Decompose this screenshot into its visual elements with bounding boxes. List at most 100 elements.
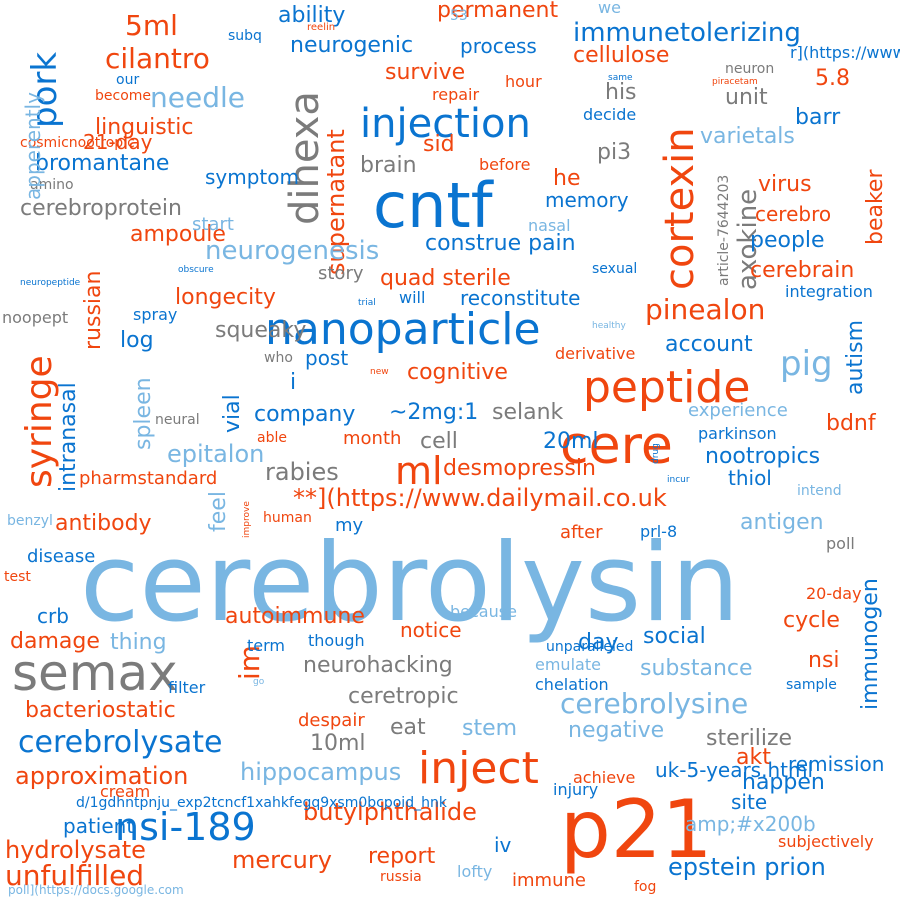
cloud-word-7-inject: inject xyxy=(418,743,539,794)
cloud-word-146-new: new xyxy=(370,367,389,377)
cloud-word-151-story: story xyxy=(318,263,364,284)
cloud-word-126-crb: crb xyxy=(37,604,69,628)
cloud-word-132-pharmstandard: pharmstandard xyxy=(79,468,218,489)
cloud-word-160-cosmicnootropic: cosmicnootropic xyxy=(20,135,135,151)
cloud-word-136-month: month xyxy=(343,428,402,449)
cloud-word-4-nanoparticle: nanoparticle xyxy=(265,304,541,355)
cloud-word-27-immunetolerizing: immunetolerizing xyxy=(573,18,801,48)
cloud-word-169-piracetam: piracetam xyxy=(712,77,758,87)
cloud-word-177-neuropeptide: neuropeptide xyxy=(20,278,81,288)
cloud-word-64-process: process xyxy=(460,34,537,58)
cloud-word-47-ceretropic: ceretropic xyxy=(348,684,459,709)
cloud-word-35-cerebroprotein: cerebroprotein xyxy=(20,196,182,221)
cloud-word-83-parkinson: parkinson xyxy=(698,424,777,443)
cloud-word-81-bdnf: bdnf xyxy=(826,411,876,436)
cloud-word-18-needle: needle xyxy=(150,81,245,114)
cloud-word-167-r-https-www-ncbi-nlm-nih-gov: r](https://www.ncbi.nlm.nih.gov xyxy=(790,43,900,62)
cloud-word-147-squeaky: squeaky xyxy=(215,318,307,343)
cloud-word-36-neurohacking: neurohacking xyxy=(303,653,453,678)
cloud-word-103-amp-x200b: amp;#x200b xyxy=(685,812,816,836)
cloud-word-162-our: our xyxy=(116,72,140,88)
cloud-word-31-approximation: approximation xyxy=(15,762,189,790)
cloud-word-73-sid: sid xyxy=(423,132,455,157)
cloud-word-121-term: term xyxy=(247,636,285,655)
cloud-word-114-cream: cream xyxy=(100,782,151,801)
cloud-word-99-social: social xyxy=(643,624,706,649)
cloud-word-140-2mg-1: ~2mg:1 xyxy=(389,400,479,425)
cloud-word-188-achieve: achieve xyxy=(573,768,636,787)
cloud-word-66-brain: brain xyxy=(360,153,417,178)
cloud-word-155-sexual: sexual xyxy=(592,261,638,277)
cloud-word-20-pinealon: pinealon xyxy=(645,293,766,326)
cloud-word-175-nasal: nasal xyxy=(528,216,571,235)
cloud-word-59-vial: vial xyxy=(220,394,245,433)
cloud-word-157-start: start xyxy=(192,214,234,235)
cloud-word-80-derivative: derivative xyxy=(555,344,636,363)
cloud-word-166-we: we xyxy=(598,0,621,17)
cloud-word-96-sterilize: sterilize xyxy=(706,726,793,751)
cloud-word-108-immune: immune xyxy=(512,870,586,891)
cloud-word-118-stem: stem xyxy=(462,716,518,741)
cloud-word-106-iv: iv xyxy=(494,833,512,857)
cloud-word-63-survive: survive xyxy=(385,60,466,85)
cloud-word-71-his: his xyxy=(605,80,637,105)
cloud-word-67-varietals: varietals xyxy=(700,124,795,149)
cloud-word-174-before: before xyxy=(479,155,531,174)
cloud-word-120-filter: filter xyxy=(168,678,206,697)
cloud-word-60-feel: feel xyxy=(206,491,231,532)
cloud-word-110-russia: russia xyxy=(380,869,422,885)
cloud-word-165-reelin: reelin xyxy=(307,22,336,33)
cloud-word-17-cerebrolysine: cerebrolysine xyxy=(560,687,749,720)
cloud-word-112-poll-https-docs-google-com: poll](https://docs.google.com xyxy=(8,883,184,897)
cloud-word-117-eat: eat xyxy=(390,715,426,740)
cloud-word-153-trial: trial xyxy=(358,298,376,308)
cloud-word-77-people: people xyxy=(750,228,825,253)
cloud-word-39-cerebrain: cerebrain xyxy=(750,258,855,283)
cloud-word-37-bacteriostatic: bacteriostatic xyxy=(25,698,176,723)
cloud-word-183-incur: incur xyxy=(667,475,690,485)
cloud-word-179-apperently: apperently xyxy=(21,92,45,200)
cloud-word-102-emulate: emulate xyxy=(535,655,601,674)
cloud-word-123-thing: thing xyxy=(110,630,167,655)
cloud-word-181-improve: improve xyxy=(242,501,252,538)
cloud-word-170-same: same xyxy=(608,73,633,83)
cloud-word-16-unfulfilled: unfulfilled xyxy=(5,859,145,892)
cloud-word-138-neural: neural xyxy=(155,412,200,428)
cloud-word-159-amino: amino xyxy=(30,177,74,193)
cloud-word-9-dihexa: dihexa xyxy=(282,91,328,225)
cloud-word-127-disease: disease xyxy=(27,546,96,567)
cloud-word-50-antibody: antibody xyxy=(55,511,152,536)
cloud-word-186-unparalleled: unparalleled xyxy=(546,639,634,655)
cloud-word-8-injection: injection xyxy=(360,101,531,147)
cloud-word-57-intranasal: intranasal xyxy=(56,382,81,492)
cloud-word-189-injury: injury xyxy=(553,780,599,799)
cloud-word-23-5ml: 5ml xyxy=(125,9,178,42)
cloud-word-12-ml: ml xyxy=(395,449,443,493)
cloud-word-182-drug: drug xyxy=(651,443,661,464)
cloud-word-92-sample: sample xyxy=(786,677,837,693)
cloud-word-69-barr: barr xyxy=(795,105,841,130)
cloud-word-111-fog: fog xyxy=(634,879,657,895)
cloud-word-135-cell: cell xyxy=(420,429,458,454)
cloud-word-137-able: able xyxy=(257,430,287,446)
cloud-word-82-experience: experience xyxy=(688,400,788,421)
cloud-word-30-hippocampus: hippocampus xyxy=(240,758,402,786)
cloud-word-133-epitalon: epitalon xyxy=(167,440,265,468)
cloud-word-79-account: account xyxy=(665,332,753,357)
cloud-word-19-cilantro: cilantro xyxy=(105,42,210,75)
cloud-word-98-substance: substance xyxy=(640,656,753,681)
cloud-word-142-20ml: 20ml xyxy=(543,429,599,454)
cloud-word-141-selank: selank xyxy=(492,400,564,425)
cloud-word-122-though: though xyxy=(308,631,365,650)
cloud-word-116-10ml: 10ml xyxy=(310,731,366,756)
cloud-word-152-will: will xyxy=(399,288,426,307)
cloud-word-104-site: site xyxy=(731,790,768,814)
cloud-word-78-integration: integration xyxy=(785,282,873,301)
cloud-word-134-rabies: rabies xyxy=(265,458,339,486)
cloud-word-145-who: who xyxy=(264,350,293,366)
cloud-word-74-he: he xyxy=(553,166,581,191)
cloud-word-107-report: report xyxy=(368,844,436,869)
cloud-word-10-cortexin: cortexin xyxy=(657,127,703,290)
cloud-word-115-uk-5-years-html: uk-5-years.html xyxy=(655,758,814,782)
cloud-word-33-epstein-prion: epstein prion xyxy=(668,853,826,881)
